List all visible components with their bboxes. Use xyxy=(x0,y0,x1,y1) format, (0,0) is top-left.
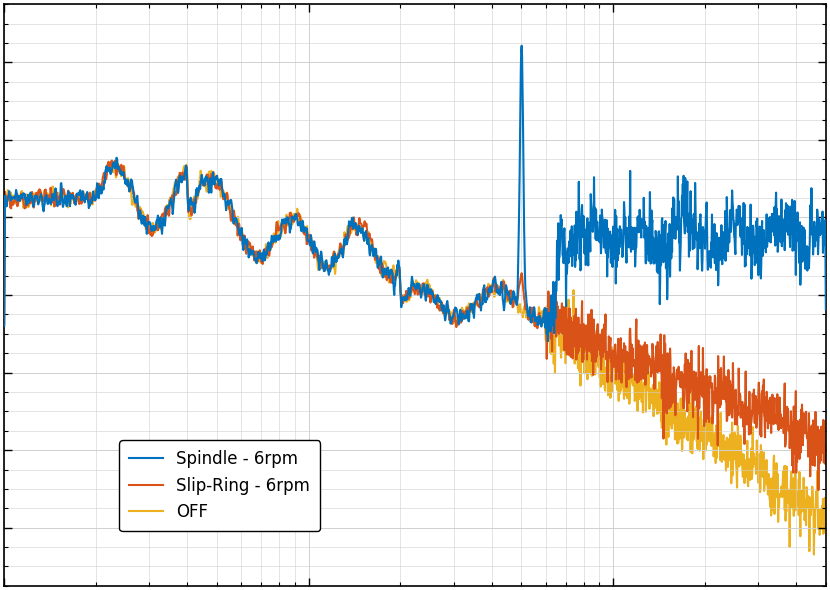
Line: OFF: OFF xyxy=(4,163,826,555)
Spindle - 6rpm xyxy=(377,266,387,273)
OFF xyxy=(105,160,115,167)
OFF xyxy=(0,322,9,329)
Line: Slip-Ring - 6rpm: Slip-Ring - 6rpm xyxy=(4,160,826,490)
Slip-Ring - 6rpm xyxy=(107,157,117,164)
Spindle - 6rpm xyxy=(398,294,408,301)
OFF xyxy=(378,271,388,278)
Slip-Ring - 6rpm xyxy=(378,261,388,268)
Spindle - 6rpm xyxy=(0,322,9,329)
Spindle - 6rpm xyxy=(543,337,553,345)
Spindle - 6rpm xyxy=(517,42,527,50)
Slip-Ring - 6rpm xyxy=(399,294,409,301)
Spindle - 6rpm xyxy=(798,224,808,231)
Spindle - 6rpm xyxy=(821,306,830,313)
OFF xyxy=(809,551,819,558)
Slip-Ring - 6rpm xyxy=(797,401,807,408)
Legend: Spindle - 6rpm, Slip-Ring - 6rpm, OFF: Spindle - 6rpm, Slip-Ring - 6rpm, OFF xyxy=(120,440,320,531)
Slip-Ring - 6rpm xyxy=(0,320,9,327)
OFF xyxy=(798,507,808,514)
Spindle - 6rpm xyxy=(42,191,51,198)
OFF xyxy=(647,398,657,405)
Slip-Ring - 6rpm xyxy=(42,191,51,198)
Spindle - 6rpm xyxy=(798,258,808,266)
OFF xyxy=(399,293,409,300)
OFF xyxy=(821,504,830,511)
Line: Spindle - 6rpm: Spindle - 6rpm xyxy=(4,46,826,341)
Spindle - 6rpm xyxy=(647,220,657,227)
Slip-Ring - 6rpm xyxy=(647,362,657,369)
OFF xyxy=(42,197,51,204)
Slip-Ring - 6rpm xyxy=(821,440,830,447)
Slip-Ring - 6rpm xyxy=(813,487,823,494)
Slip-Ring - 6rpm xyxy=(798,414,808,421)
OFF xyxy=(797,487,807,494)
